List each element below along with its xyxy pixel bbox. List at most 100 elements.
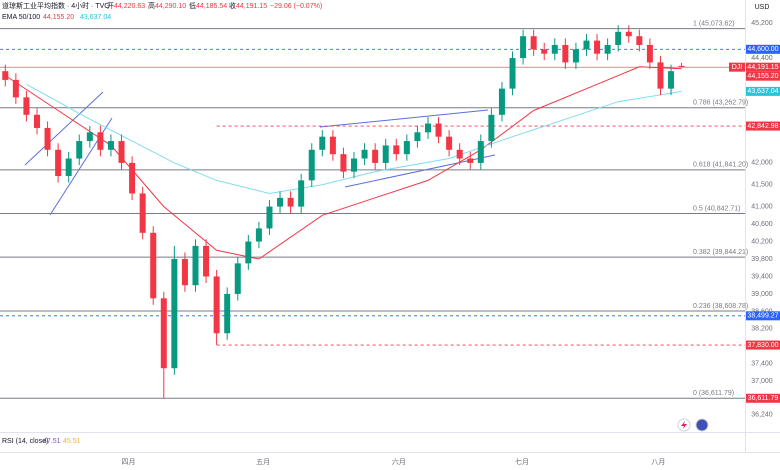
fib-label: 0.5 (40,842.71): [693, 205, 740, 212]
indicator-name: EMA 50/100: [2, 14, 40, 21]
candle-body: [615, 31, 622, 45]
y-tick-label: 41,500: [751, 182, 773, 189]
candle-body: [361, 149, 368, 159]
candle-body: [171, 259, 178, 369]
candle-body: [530, 36, 537, 50]
event-icon-glyph: [681, 421, 687, 429]
open-label: 开: [107, 2, 114, 10]
price-box: [746, 71, 780, 81]
y-tick-label: 42,000: [751, 160, 773, 167]
candle-body: [33, 114, 40, 128]
price-box: [746, 44, 780, 54]
candle-body: [509, 58, 516, 89]
x-tick-label: 四月: [121, 458, 135, 466]
fib-label: 0.382 (39,844.21): [693, 249, 748, 256]
rsi-label: RSI (14, close): [2, 438, 48, 445]
price-box-label: 43,637.04: [747, 88, 778, 95]
candle-body: [192, 245, 199, 286]
candle-body: [604, 44, 611, 54]
candle-body: [403, 141, 410, 155]
price-box-label: 42,842.98: [747, 123, 778, 130]
candle-body: [255, 228, 262, 242]
price-box-label: 38,499.27: [747, 313, 778, 320]
candle-body: [456, 149, 463, 159]
candle-body: [298, 180, 305, 207]
y-tick-label: 40,200: [751, 238, 773, 245]
y-tick-label: 36,240: [751, 411, 773, 418]
close-label: 收: [229, 1, 236, 10]
candle-body: [498, 88, 505, 115]
symbol-tag: [729, 62, 745, 72]
candle-body: [23, 97, 30, 115]
candle-body: [86, 132, 93, 142]
candle-body: [97, 132, 104, 150]
symbol-tag-label: DJI: [732, 64, 743, 71]
candle-body: [12, 79, 19, 98]
fib-label: 0.618 (41,841.20): [693, 162, 748, 169]
y-tick-label: 44,400: [751, 55, 773, 62]
symbol: 道琼斯工业平均指数 · 4小时 · TVC: [2, 1, 109, 10]
price-box: [746, 340, 780, 350]
flag-icon[interactable]: [695, 418, 709, 432]
candle-body: [234, 263, 241, 294]
x-tick-label: 五月: [256, 458, 270, 466]
y-tick-label: 39,000: [751, 291, 773, 298]
candle-body: [351, 158, 358, 172]
candle-body: [329, 136, 336, 155]
candle-body: [55, 149, 62, 176]
fib-label: 0 (36,611.79): [693, 390, 734, 397]
candle-body: [213, 276, 220, 334]
candle-body: [308, 149, 315, 181]
ema100-value: 43,637.04: [80, 14, 111, 21]
candle-body: [118, 141, 125, 163]
candle-body: [319, 136, 326, 150]
candle-body: [583, 40, 590, 50]
candle-body: [2, 71, 9, 80]
candle-body: [520, 36, 527, 59]
low-label: 低: [189, 1, 196, 10]
candle-body: [372, 149, 379, 163]
price-box-label: 44,155.20: [747, 73, 778, 80]
fib-label: 1 (45,073.62): [693, 20, 735, 27]
candle-body: [224, 293, 231, 334]
candle-body: [203, 245, 210, 277]
high-value: 44,290.10: [155, 3, 186, 10]
candle-body: [129, 162, 136, 194]
candle-body: [467, 158, 474, 163]
trend-lines: [24, 91, 496, 216]
change: −29.06 (−0.07%): [270, 3, 322, 10]
price-box: [746, 121, 780, 131]
fib-label: 0.236 (38,608.78): [693, 303, 748, 310]
candle-body: [287, 197, 294, 207]
y-tick-label: 41,000: [751, 203, 773, 210]
price-box-label: 44,600.00: [747, 46, 778, 53]
candle-body: [340, 154, 347, 172]
candle-body: [657, 62, 664, 89]
y-tick-label: 37,400: [751, 361, 773, 368]
price-box-label: 37,830.00: [747, 342, 778, 349]
candle-body: [424, 123, 431, 133]
candle-body: [488, 114, 495, 142]
candle-body: [668, 71, 675, 89]
x-tick-label: 七月: [515, 457, 529, 466]
candle-body: [636, 36, 643, 45]
candle-body: [414, 132, 421, 142]
candle-body: [181, 259, 188, 286]
high-label: 高: [148, 1, 155, 10]
y-tick-label: 37,000: [751, 378, 773, 385]
ema-line: [26, 83, 682, 195]
ema50-value: 44,155.20: [43, 14, 74, 21]
candle-body: [625, 31, 632, 37]
candle-body: [139, 193, 146, 233]
candle-body: [266, 206, 273, 229]
price-box: [746, 393, 780, 403]
price-box-label: 44,191.15: [747, 64, 778, 71]
candle-body: [562, 44, 569, 63]
candle-body: [44, 127, 51, 150]
candle-body: [245, 241, 252, 264]
y-tick-label: 38,200: [751, 326, 773, 333]
price-box: [746, 62, 780, 72]
low-value: 44,185.54: [196, 3, 227, 10]
